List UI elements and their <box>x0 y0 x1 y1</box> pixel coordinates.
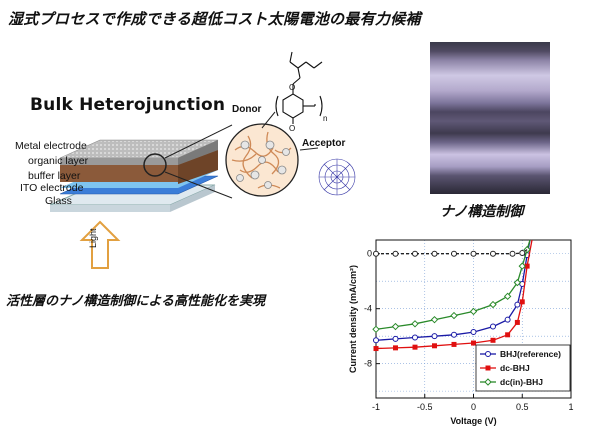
nanostructure-dots <box>236 140 290 189</box>
legend-label: BHJ(reference) <box>500 349 561 359</box>
acceptor-fullerene <box>318 158 356 196</box>
glass-side <box>170 185 215 212</box>
data-point <box>372 325 380 334</box>
page-title: 湿式プロセスで作成できる超低コスト太陽電池の最有力候補 <box>8 10 421 28</box>
series-line <box>375 239 533 350</box>
data-point <box>505 332 511 338</box>
data-point <box>469 307 478 316</box>
device-heading: Bulk Heterojunction <box>30 95 226 115</box>
x-tick-label: 0 <box>471 402 476 412</box>
data-point <box>490 337 496 343</box>
data-point <box>490 323 496 330</box>
data-point <box>412 344 418 350</box>
zoom-line-bottom <box>164 171 233 199</box>
data-point <box>513 278 522 287</box>
data-point <box>489 300 497 309</box>
data-point <box>451 331 457 338</box>
data-point <box>504 316 511 323</box>
data-point <box>412 334 418 341</box>
zoom-line-top <box>164 124 233 159</box>
donor-oxygen-label: O <box>289 83 295 92</box>
data-point <box>524 263 530 269</box>
light-arrow <box>79 220 121 269</box>
data-point <box>519 299 525 305</box>
x-tick-label: 1 <box>568 402 573 412</box>
data-point <box>514 319 520 325</box>
layer-label-ito: ITO electrode <box>20 182 84 194</box>
acceptor-label: Acceptor <box>302 138 346 149</box>
data-point <box>490 250 496 257</box>
data-point <box>514 301 521 308</box>
nanostructure-fibers <box>231 131 292 189</box>
series-line <box>375 239 531 341</box>
legend-label: dc-BHJ <box>500 363 530 373</box>
data-point <box>470 250 477 257</box>
data-point <box>393 345 398 351</box>
nanostructure-photo <box>430 42 550 194</box>
layer-label-buffer: buffer layer <box>28 170 81 182</box>
acceptor-pointer <box>299 147 319 151</box>
metal-front <box>60 158 178 165</box>
data-point <box>373 346 379 352</box>
data-point <box>471 340 476 346</box>
organic-side <box>178 150 218 184</box>
data-point <box>450 311 458 320</box>
data-point <box>430 315 439 324</box>
data-point <box>451 250 457 257</box>
glass-front <box>50 205 170 212</box>
polymer-subscript: n <box>323 114 328 123</box>
data-point <box>503 292 512 301</box>
organic-front <box>60 165 178 182</box>
data-point <box>431 250 438 257</box>
donor-oxygen-label-2: O <box>289 124 295 133</box>
data-point <box>431 333 438 340</box>
layer-label-metal: Metal electrode <box>15 140 87 152</box>
donor-label: Donor <box>232 104 262 115</box>
zoom-source-circle <box>143 153 167 177</box>
data-point <box>373 250 379 257</box>
series-line <box>376 249 528 255</box>
data-point <box>392 335 399 342</box>
data-point <box>509 250 516 257</box>
subtitle: 活性層のナノ構造制御による高性能化を実現 <box>6 294 265 309</box>
legend-marker <box>484 378 492 386</box>
y-tick-label: 0 <box>367 249 372 259</box>
y-tick-label: -4 <box>364 304 372 314</box>
x-tick-label: 0.5 <box>516 402 529 412</box>
layer-label-glass: Glass <box>45 195 72 207</box>
donor-polymer-structure <box>275 51 323 124</box>
data-point <box>451 341 457 347</box>
metal-side <box>178 140 218 165</box>
data-point <box>391 322 400 331</box>
data-point <box>518 262 526 270</box>
layer-label-organic: organic layer <box>28 155 89 167</box>
legend-label: dc(in)-BHJ <box>500 377 543 387</box>
legend-marker <box>485 365 491 371</box>
x-tick-label: -1 <box>372 402 380 412</box>
data-point <box>373 337 379 344</box>
data-point <box>412 250 418 257</box>
data-point <box>411 320 419 328</box>
data-point <box>432 343 437 349</box>
x-axis-label: Voltage (V) <box>450 416 496 426</box>
metal-top-grid <box>62 141 216 157</box>
data-point <box>519 250 526 257</box>
y-axis-label: Current density (mA/cm²) <box>348 265 358 373</box>
donor-pointer <box>261 111 276 129</box>
data-point <box>392 250 399 257</box>
x-tick-label: -0.5 <box>417 402 433 412</box>
legend-marker <box>485 351 491 357</box>
photo-caption: ナノ構造制御 <box>440 204 524 220</box>
data-point <box>470 329 477 336</box>
y-tick-label: -8 <box>364 359 372 369</box>
